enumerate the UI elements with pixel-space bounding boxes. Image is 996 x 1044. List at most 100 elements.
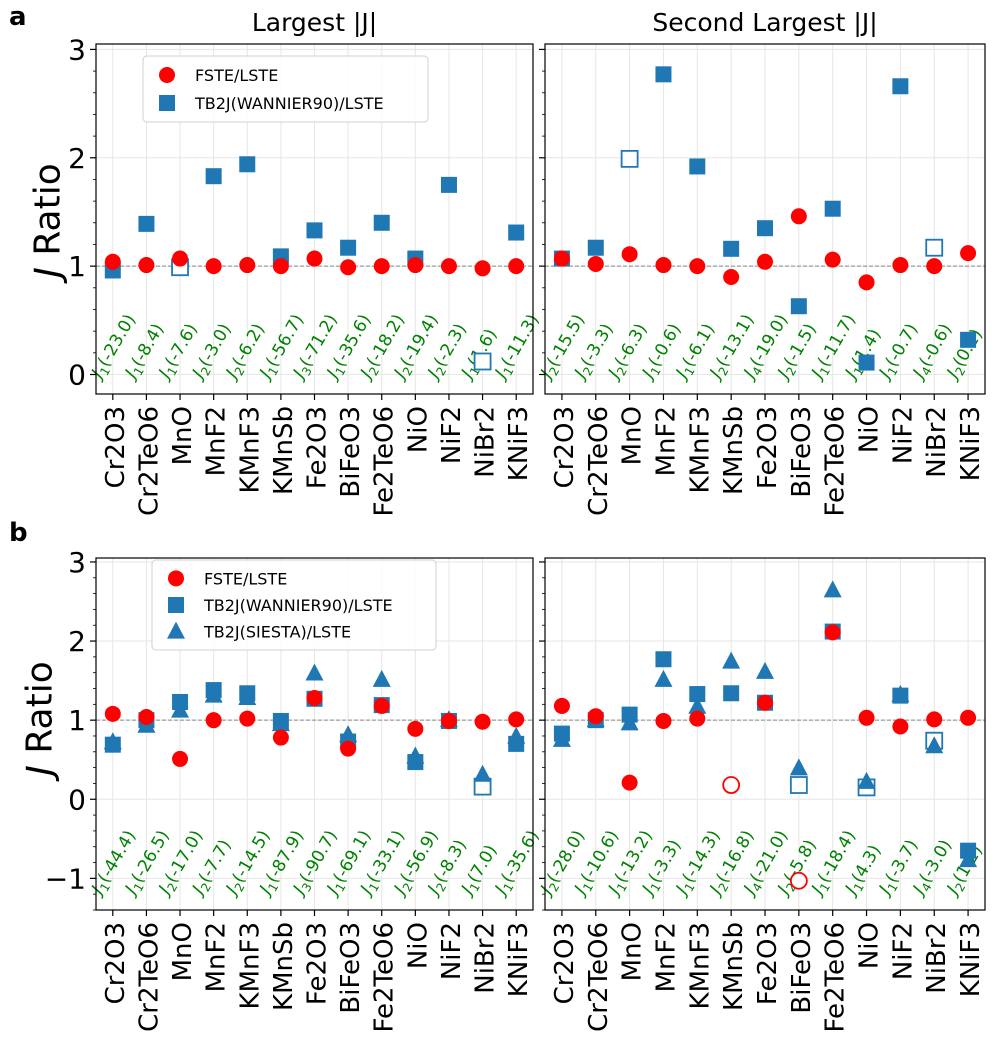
marker-square bbox=[892, 78, 909, 95]
x-tick-label: Fe2TeO6 bbox=[821, 406, 851, 517]
marker-circle bbox=[789, 871, 808, 890]
marker-triangle bbox=[925, 736, 944, 754]
marker-circle bbox=[407, 257, 424, 274]
marker-circle bbox=[239, 257, 256, 274]
marker-circle bbox=[723, 268, 740, 285]
marker-circle bbox=[440, 258, 457, 275]
panel-label-a: a bbox=[9, 2, 27, 32]
marker-circle bbox=[272, 729, 289, 746]
x-tick-label: BiFeO3 bbox=[787, 406, 817, 498]
x-tick-label: NiBr2 bbox=[922, 922, 952, 994]
marker-square bbox=[440, 176, 457, 193]
y-tick-label: 0 bbox=[68, 783, 86, 816]
x-tick-label: NiF2 bbox=[437, 406, 467, 464]
marker-circle bbox=[892, 718, 909, 735]
marker-circle bbox=[138, 708, 155, 725]
marker-circle bbox=[689, 258, 706, 275]
marker-circle bbox=[373, 258, 390, 275]
y-tick-label: 3 bbox=[68, 33, 86, 66]
marker-circle bbox=[689, 710, 706, 727]
x-tick-label: NiO bbox=[855, 406, 885, 453]
x-tick-label: Cr2TeO6 bbox=[584, 922, 614, 1032]
title-largest-j: Largest |J| bbox=[251, 8, 378, 37]
legend-box bbox=[151, 559, 437, 651]
x-tick-label: MnF2 bbox=[202, 406, 232, 476]
x-tick-label: Cr2O3 bbox=[550, 922, 580, 1004]
marker-triangle bbox=[823, 580, 842, 598]
marker-circle bbox=[104, 253, 121, 270]
marker-triangle bbox=[552, 729, 571, 747]
marker-square bbox=[757, 220, 773, 237]
marker-circle bbox=[340, 259, 357, 276]
marker-triangle bbox=[620, 713, 639, 731]
marker-square bbox=[960, 331, 977, 348]
marker-square bbox=[790, 298, 807, 315]
plot-frame bbox=[544, 557, 986, 911]
marker-triangle bbox=[171, 700, 190, 718]
marker-square bbox=[723, 240, 740, 257]
x-tick-label: NiF2 bbox=[437, 922, 467, 980]
marker-circle bbox=[407, 720, 424, 737]
legend-label: TB2J(WANNIER90)/LSTE bbox=[194, 94, 384, 113]
marker-circle bbox=[892, 257, 909, 274]
x-tick-label: Fe2O3 bbox=[753, 922, 783, 1005]
marker-square bbox=[306, 222, 323, 239]
x-tick-label: BiFeO3 bbox=[787, 922, 817, 1014]
y-tick-label: 1 bbox=[68, 250, 86, 283]
x-tick-label: MnO bbox=[618, 406, 648, 465]
marker-square bbox=[689, 158, 706, 175]
marker-circle bbox=[172, 250, 189, 267]
x-tick-label: KNiF3 bbox=[504, 922, 534, 997]
legend-box bbox=[142, 55, 429, 123]
x-tick-label: MnO bbox=[168, 922, 198, 981]
marker-circle bbox=[926, 711, 943, 728]
title-second-largest-j: Second Largest |J| bbox=[652, 8, 878, 37]
marker-circle bbox=[306, 690, 323, 707]
marker-triangle bbox=[789, 758, 808, 776]
x-tick-label: Fe2TeO6 bbox=[370, 922, 400, 1033]
x-tick-label: Fe2TeO6 bbox=[370, 406, 400, 517]
x-tick-label: MnF2 bbox=[651, 922, 681, 992]
marker-circle bbox=[553, 697, 570, 714]
marker-circle bbox=[306, 250, 323, 267]
marker-triangle bbox=[688, 696, 707, 714]
x-tick-label: BiFeO3 bbox=[336, 406, 366, 498]
marker-square bbox=[655, 651, 672, 668]
marker-triangle bbox=[339, 725, 358, 743]
legend-marker-square bbox=[168, 597, 184, 613]
plot-frame bbox=[544, 43, 986, 395]
marker-square bbox=[824, 200, 841, 217]
marker-triangle bbox=[722, 651, 741, 669]
marker-circle bbox=[474, 260, 491, 277]
marker-triangle bbox=[857, 771, 876, 789]
y-tick-label: 1 bbox=[68, 704, 86, 737]
marker-circle bbox=[960, 709, 977, 726]
marker-circle bbox=[587, 255, 604, 272]
marker-circle bbox=[508, 258, 525, 275]
x-tick-label: NiBr2 bbox=[471, 922, 501, 994]
legend-label: FSTE/LSTE bbox=[195, 66, 278, 85]
y-tick-label: 2 bbox=[68, 142, 86, 175]
marker-circle bbox=[272, 258, 289, 275]
marker-square bbox=[205, 168, 222, 185]
x-tick-label: Cr2O3 bbox=[550, 406, 580, 488]
x-tick-label: KNiF3 bbox=[956, 406, 986, 481]
marker-triangle bbox=[305, 663, 324, 681]
marker-circle bbox=[205, 712, 222, 729]
y-tick-label: −1 bbox=[45, 862, 86, 895]
marker-circle bbox=[824, 624, 841, 641]
marker-square bbox=[925, 238, 944, 257]
legend-marker-triangle bbox=[167, 621, 185, 639]
x-tick-label: NiO bbox=[403, 406, 433, 453]
marker-square bbox=[473, 352, 492, 371]
legend-marker-square bbox=[159, 95, 175, 111]
marker-triangle bbox=[959, 850, 978, 868]
marker-triangle bbox=[507, 726, 526, 744]
x-tick-label: Cr2TeO6 bbox=[134, 922, 164, 1032]
marker-square bbox=[587, 239, 604, 256]
x-tick-label: Cr2O3 bbox=[101, 922, 131, 1004]
marker-circle bbox=[824, 251, 841, 268]
marker-circle bbox=[373, 697, 390, 714]
marker-triangle bbox=[372, 669, 391, 687]
marker-circle bbox=[621, 246, 638, 263]
